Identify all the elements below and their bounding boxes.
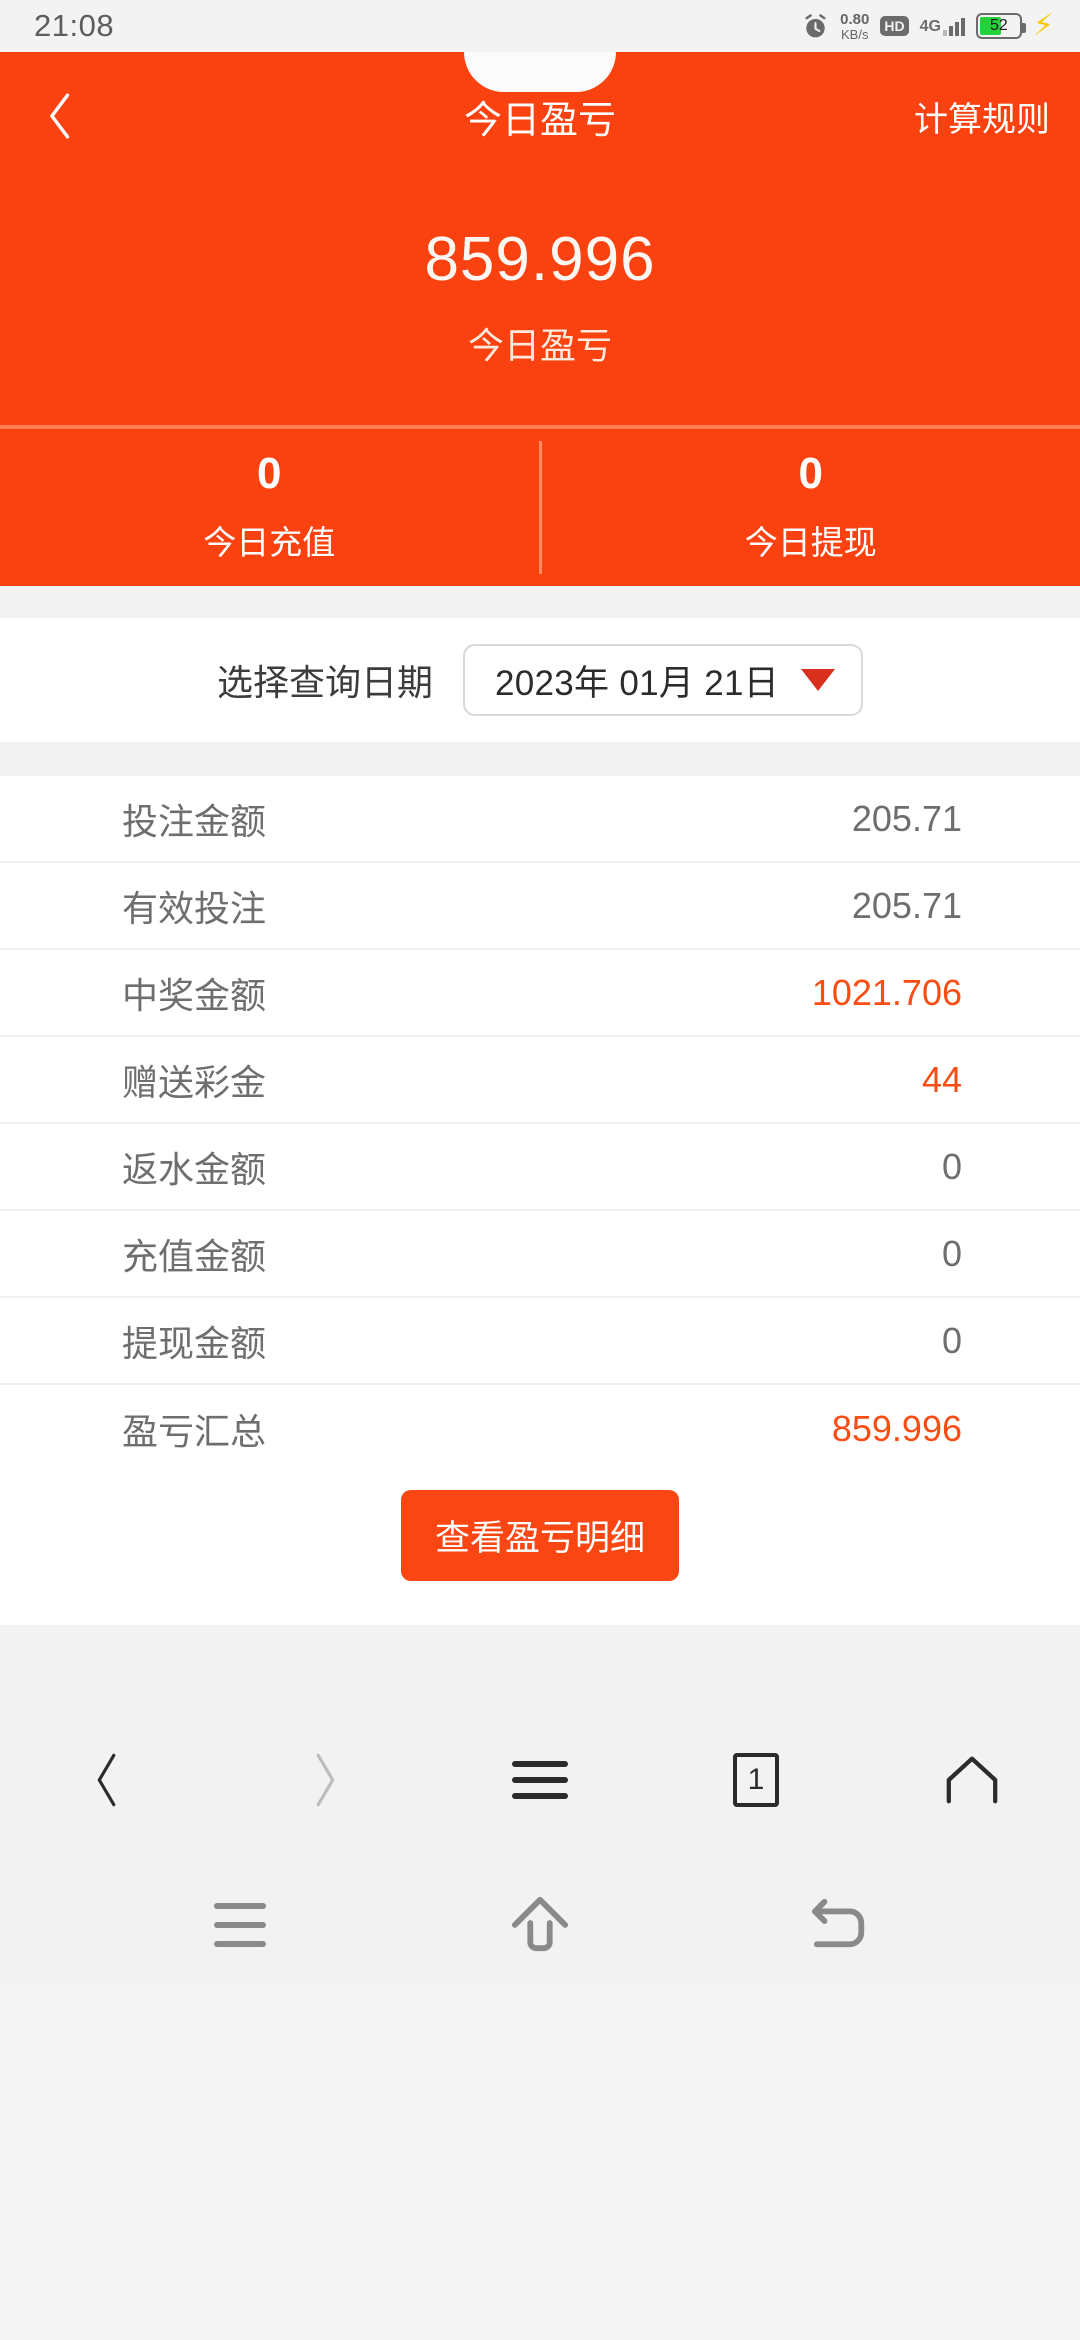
home-arrow-icon [507,1892,573,1959]
signal-strength-bars [942,17,965,36]
row-value: 205.71 [851,884,962,926]
browser-tabs-button[interactable]: 1 [648,1695,864,1865]
chevron-right-icon [304,1751,344,1809]
browser-back-button[interactable] [0,1695,216,1865]
battery-level-label: 52 [990,17,1008,34]
list-item: 赠送彩金 44 [0,1037,1080,1124]
stat-deposit[interactable]: 0 今日充值 [0,429,539,586]
today-stats: 0 今日充值 0 今日提现 [0,429,1080,586]
android-home-button[interactable] [390,1892,690,1959]
section-gap [0,586,1080,618]
profit-amount-label: 今日盈亏 [467,325,612,366]
date-select-value: 2023年 01月 21日 [494,663,780,703]
profit-summary: 859.996 今日盈亏 [0,180,1080,369]
back-arrow-icon [809,1894,871,1957]
calculation-rule-link[interactable]: 计算规则 [914,100,1050,139]
row-value: 859.996 [831,1407,962,1449]
caret-down-icon [801,669,836,691]
android-back-button[interactable] [690,1894,990,1957]
back-button[interactable] [30,85,92,147]
list-item: 投注金额 205.71 [0,776,1080,863]
browser-forward-button[interactable] [216,1695,432,1865]
network-speed-indicator: 0.80 KB/s [840,12,869,41]
stat-label: 今日充值 [203,523,336,561]
tab-count-icon: 1 [733,1753,779,1807]
view-profit-detail-button[interactable]: 查看盈亏明细 [400,1490,679,1581]
row-label: 有效投注 [122,887,267,929]
row-label: 返水金额 [122,1148,267,1190]
stat-value: 0 [257,448,282,498]
row-value: 0 [941,1232,962,1274]
status-bar-icons: 0.80 KB/s HD 4G 52 ⚡ [802,11,1054,41]
signal-bars-icon: 4G [920,17,965,36]
list-item: 返水金额 0 [0,1124,1080,1211]
hamburger-icon [512,1761,568,1799]
android-recents-button[interactable] [90,1903,390,1947]
detail-list: 投注金额 205.71 有效投注 205.71 中奖金额 1021.706 赠送… [0,776,1080,1472]
section-gap [0,742,1080,776]
row-value: 1021.706 [811,971,962,1013]
section-gap [0,1625,1080,1695]
hero-divider [0,425,1080,429]
browser-menu-button[interactable] [432,1695,648,1865]
hd-icon: HD [880,16,909,36]
camera-notch [464,52,616,92]
row-label: 充值金额 [122,1235,267,1277]
row-value: 205.71 [851,797,962,839]
android-navigation-bar [0,1865,1080,1985]
status-bar-clock: 21:08 [34,8,115,43]
detail-button-row: 查看盈亏明细 [0,1472,1080,1625]
chevron-left-icon [44,90,78,142]
profit-amount: 859.996 [424,225,656,294]
network-speed-unit: KB/s [841,26,869,42]
list-item: 中奖金额 1021.706 [0,950,1080,1037]
row-label: 中奖金额 [122,974,267,1016]
stats-divider [538,441,542,574]
row-value: 44 [921,1058,962,1100]
hero-panel: 今日盈亏 计算规则 859.996 今日盈亏 0 今日充值 0 今日提现 [0,52,1080,586]
stat-label: 今日提现 [744,523,877,561]
stat-value: 0 [798,448,823,498]
browser-toolbar: 1 [0,1695,1080,1865]
row-label: 盈亏汇总 [122,1410,267,1452]
list-item: 充值金额 0 [0,1211,1080,1298]
date-filter-bar: 选择查询日期 2023年 01月 21日 [0,618,1080,742]
charging-bolt-icon: ⚡ [1032,9,1054,42]
tab-count-label: 1 [747,1763,765,1796]
row-label: 赠送彩金 [122,1061,267,1103]
row-label: 投注金额 [122,800,267,842]
list-item: 盈亏汇总 859.996 [0,1385,1080,1472]
stat-withdraw[interactable]: 0 今日提现 [542,429,1080,586]
date-filter-label: 选择查询日期 [216,662,433,703]
chevron-left-icon [88,1751,128,1809]
alarm-icon [802,13,829,40]
list-item: 有效投注 205.71 [0,863,1080,950]
status-bar: 21:08 0.80 KB/s HD 4G [0,0,1080,52]
network-speed-value: 0.80 [840,10,870,28]
home-icon [943,1754,1001,1806]
browser-home-button[interactable] [864,1695,1080,1865]
date-select[interactable]: 2023年 01月 21日 [462,644,864,716]
network-type-label: 4G [919,17,941,35]
recents-hamburger-icon [214,1903,266,1947]
list-item: 提现金额 0 [0,1298,1080,1385]
row-value: 0 [941,1319,962,1361]
row-value: 0 [941,1145,962,1187]
battery-icon: 52 [975,13,1026,39]
row-label: 提现金额 [122,1322,267,1364]
